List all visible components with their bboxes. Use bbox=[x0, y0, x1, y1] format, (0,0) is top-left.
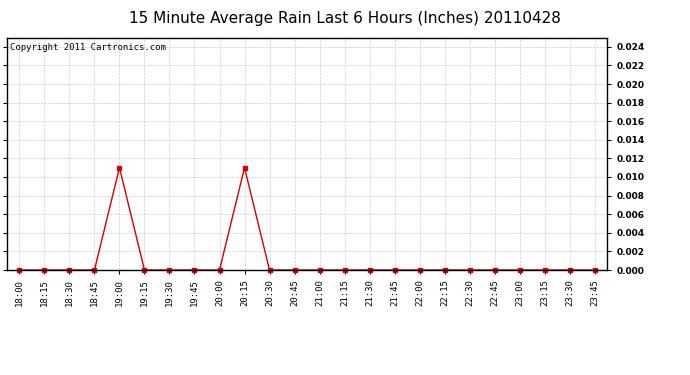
Text: 15 Minute Average Rain Last 6 Hours (Inches) 20110428: 15 Minute Average Rain Last 6 Hours (Inc… bbox=[129, 11, 561, 26]
Text: Copyright 2011 Cartronics.com: Copyright 2011 Cartronics.com bbox=[10, 44, 166, 52]
